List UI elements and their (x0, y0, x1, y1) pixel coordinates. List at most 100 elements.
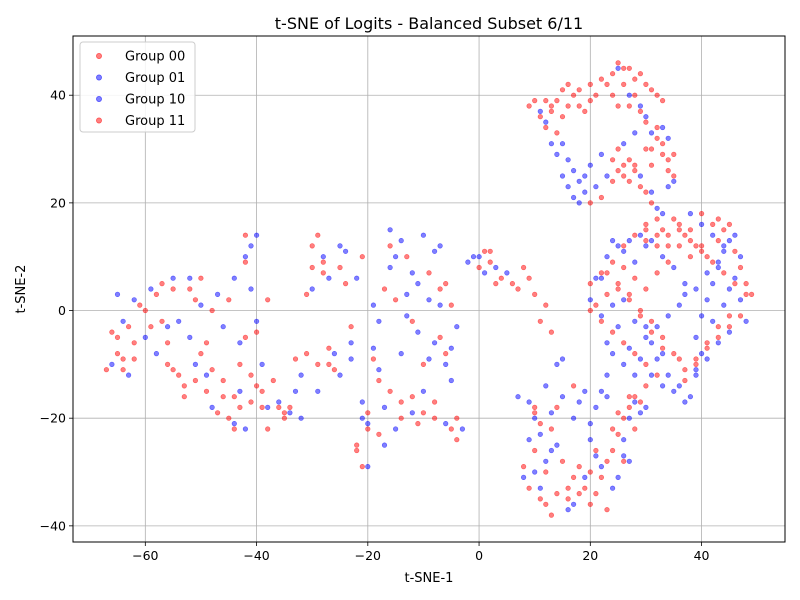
data-point (659, 124, 666, 131)
data-point (231, 426, 237, 432)
data-point (437, 334, 443, 341)
data-point (242, 232, 248, 238)
data-point (532, 469, 538, 475)
data-point (715, 334, 721, 341)
data-point (376, 367, 382, 373)
data-point (565, 507, 571, 513)
data-point (231, 275, 237, 281)
data-point (671, 178, 677, 184)
data-point (298, 372, 304, 378)
data-point (576, 491, 582, 497)
data-point (126, 372, 132, 378)
data-point (582, 474, 588, 481)
data-point (621, 141, 627, 147)
data-point (615, 65, 621, 71)
data-point (276, 404, 282, 411)
data-point (131, 340, 137, 346)
data-point (559, 458, 566, 464)
data-point (710, 281, 716, 287)
data-point (587, 200, 593, 206)
data-point (404, 291, 410, 298)
data-point (643, 146, 649, 152)
data-point (381, 404, 388, 411)
data-point (559, 173, 566, 179)
data-point (231, 394, 237, 400)
data-point (659, 383, 666, 389)
data-point (543, 119, 549, 125)
data-point (609, 238, 616, 244)
data-point (671, 264, 677, 271)
x-tick-label: −20 (355, 548, 381, 563)
data-point (543, 97, 549, 104)
data-point (548, 410, 555, 416)
data-point (615, 410, 621, 416)
data-point (237, 340, 243, 346)
data-point (548, 512, 555, 518)
y-tick-label: −40 (40, 518, 66, 533)
data-point (676, 302, 682, 308)
legend-marker (96, 96, 102, 102)
data-point (671, 216, 677, 222)
data-point (365, 421, 371, 427)
data-point (237, 404, 243, 411)
data-point (598, 313, 605, 319)
data-point (665, 157, 671, 163)
data-point (348, 340, 354, 346)
data-point (570, 168, 577, 174)
data-point (609, 178, 616, 184)
data-point (148, 324, 154, 330)
data-point (192, 297, 198, 303)
legend-label: Group 11 (125, 114, 185, 129)
data-point (621, 243, 627, 249)
data-point (732, 232, 738, 238)
series-group-11 (103, 60, 749, 502)
data-point (376, 318, 382, 324)
data-point (543, 458, 549, 464)
data-point (270, 377, 276, 384)
data-point (292, 356, 299, 362)
x-axis-label: t-SNE-1 (405, 571, 454, 586)
data-point (682, 281, 688, 287)
data-point (637, 307, 644, 314)
data-point (265, 404, 271, 411)
data-point (532, 404, 538, 411)
data-point (532, 447, 538, 454)
data-point (281, 415, 288, 421)
data-point (626, 103, 632, 109)
data-point (520, 264, 527, 271)
data-point (198, 302, 204, 308)
data-point (643, 221, 649, 227)
data-point (359, 254, 365, 260)
data-point (737, 254, 744, 260)
data-point (665, 184, 671, 190)
y-tick-label: 20 (50, 195, 66, 210)
legend-marker (96, 53, 102, 59)
data-point (420, 361, 427, 368)
data-point (598, 464, 605, 470)
data-point (426, 297, 432, 303)
data-point (470, 254, 477, 260)
data-point (437, 243, 443, 249)
data-point (643, 189, 649, 195)
data-point (465, 259, 471, 265)
data-point (598, 151, 605, 157)
data-point (643, 243, 649, 249)
data-point (543, 469, 549, 475)
data-point (710, 318, 716, 324)
data-point (648, 162, 655, 168)
data-point (398, 351, 404, 357)
data-point (687, 211, 694, 217)
data-point (682, 377, 688, 384)
data-point (621, 248, 627, 254)
data-point (432, 415, 438, 421)
data-point (109, 361, 115, 368)
legend-items: Group 00 Group 01 Group 10 Group 11 (96, 50, 185, 129)
data-point (537, 114, 543, 120)
data-point (354, 442, 360, 448)
data-point (409, 318, 415, 324)
data-point (443, 421, 449, 427)
data-point (604, 458, 610, 464)
legend-label: Group 01 (125, 71, 185, 86)
data-point (609, 351, 616, 357)
data-point (721, 248, 727, 254)
